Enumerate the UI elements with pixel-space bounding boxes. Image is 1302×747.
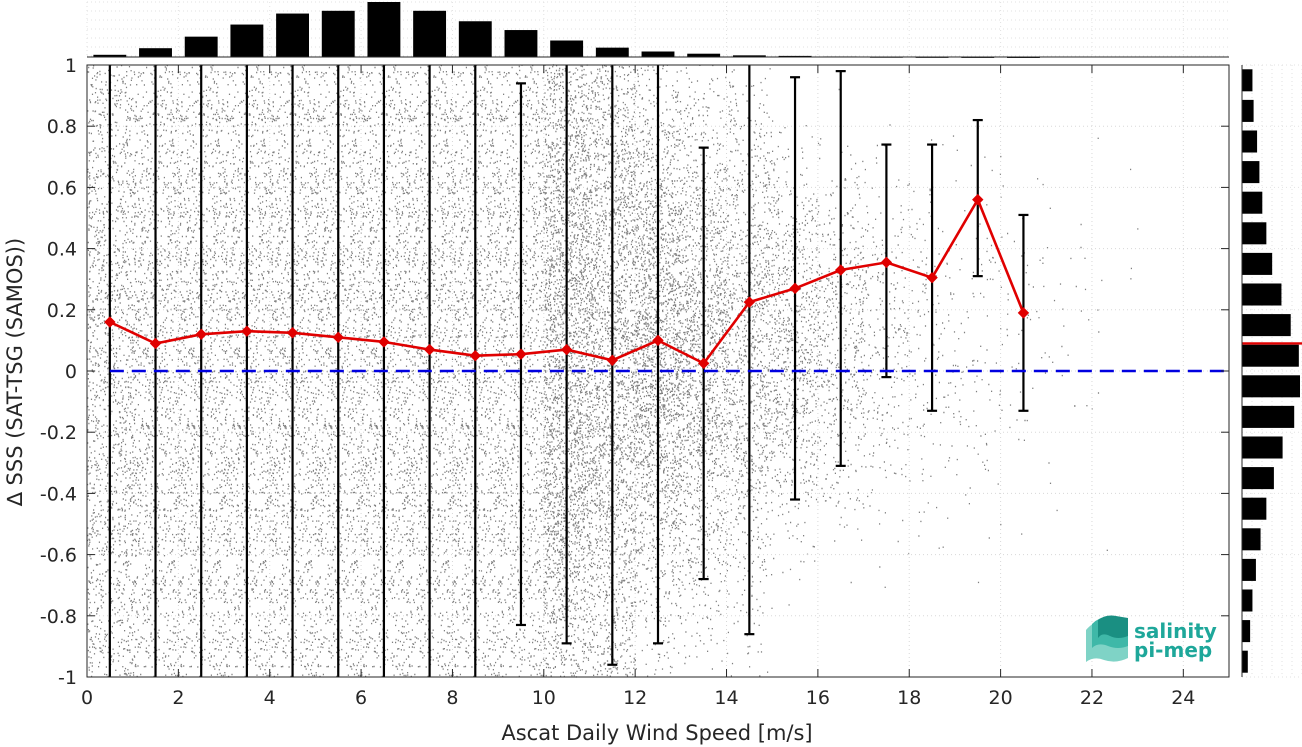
top-hist-bar [595,47,629,57]
x-tick-label: 20 [989,687,1013,709]
x-tick-label: 8 [446,687,458,709]
top-hist-bar [550,40,584,57]
x-tick-label: 22 [1080,687,1104,709]
mean-marker [378,336,390,348]
top-histogram [87,2,1229,58]
y-tick-label: -0.6 [40,545,77,567]
x-tick-label: 18 [897,687,921,709]
y-tick-label: 1 [65,55,77,77]
mean-marker [560,343,573,356]
axes [86,64,1230,678]
right-hist-bar [1242,252,1273,275]
right-hist-bar [1242,589,1253,612]
right-hist-bar [1242,69,1253,92]
mean-marker [789,282,801,295]
right-hist-bar [1242,99,1254,122]
x-tick-label: 0 [81,687,93,709]
top-hist-bar [93,54,127,57]
top-hist-bar [139,48,172,57]
right-histogram-grid [1241,64,1302,678]
top-hist-bar [321,10,355,58]
x-tick-label: 16 [806,687,830,709]
x-tick-label: 4 [264,687,276,709]
right-histogram [1241,65,1302,677]
top-hist-bar [641,51,675,57]
right-hist-bar [1242,283,1282,306]
mean-marker [972,193,984,206]
right-hist-bar [1242,558,1256,581]
right-hist-bar [1242,161,1260,184]
mean-marker [241,325,253,337]
mean-marker [835,264,847,276]
x-tick-label: 14 [714,687,738,709]
mean-marker [697,357,710,370]
y-tick-label: 0.8 [47,116,77,138]
mean-marker [1017,307,1030,319]
x-tick-label: 24 [1171,687,1195,709]
x-axis-label: Ascat Daily Wind Speed [m/s] [501,721,812,745]
y-tick-label: -0.4 [40,483,77,505]
y-tick-label: -0.8 [40,606,77,628]
x-tick-label: 12 [623,687,647,709]
right-hist-bar [1242,130,1258,153]
mean-marker [286,327,299,339]
logo-mark-icon [1086,615,1128,662]
mean-marker [743,296,756,308]
mean-marker [423,343,436,356]
y-tick-label: 0.4 [47,239,77,261]
mean-marker [652,334,664,347]
y-tick-label: 0.2 [47,300,77,322]
salinity-pimep-logo: salinity pi-mep [1086,615,1217,662]
mean-marker [149,337,162,350]
mean-marker [104,316,116,328]
top-hist-bar [413,10,447,58]
top-hist-bar [276,13,310,58]
y-tick-label: 0.6 [47,177,77,199]
tick-labels: 0 2 4 6 8 10 12 14 16 18 20 22 24-1-0.8-0.6-0.4-0.20… [40,55,1195,709]
top-hist-bar [504,30,538,57]
right-hist-bar [1242,620,1251,643]
mean-marker [880,256,893,269]
right-hist-bar [1242,405,1295,428]
mean-marker [469,349,481,362]
right-hist-bar [1242,314,1291,337]
x-tick-label: 6 [355,687,367,709]
y-axis-label: ∆ SSS (SAT-TSG (SAMOS)) [3,238,27,507]
y-tick-label: 0 [65,361,77,383]
right-hist-bar [1242,650,1248,673]
right-hist-bar [1242,344,1299,367]
y-tick-label: -1 [58,667,77,689]
mean-series [104,193,1030,370]
top-hist-bar [184,36,218,57]
right-hist-bar [1242,436,1283,459]
right-hist-bar [1242,467,1274,490]
mean-marker [515,348,527,360]
top-hist-bar [458,21,492,57]
mean-marker [926,271,938,284]
mean-marker [606,354,619,366]
mean-marker [195,328,207,340]
right-hist-bar [1242,191,1263,214]
x-tick-label: 10 [532,687,556,709]
right-hist-bar [1242,375,1300,398]
logo-line2: pi-mep [1134,638,1212,662]
top-hist-bar [732,55,766,57]
top-hist-bar [230,24,264,57]
right-hist-bar [1242,497,1267,520]
top-hist-bar [367,2,401,57]
top-hist-bar [778,55,812,57]
right-hist-bar [1242,222,1267,245]
mean-marker [332,331,344,344]
right-hist-bar [1242,528,1261,551]
y-tick-label: -0.2 [40,422,77,444]
top-hist-bar [687,53,721,57]
x-tick-label: 2 [172,687,184,709]
logo-line1: salinity [1134,619,1217,643]
